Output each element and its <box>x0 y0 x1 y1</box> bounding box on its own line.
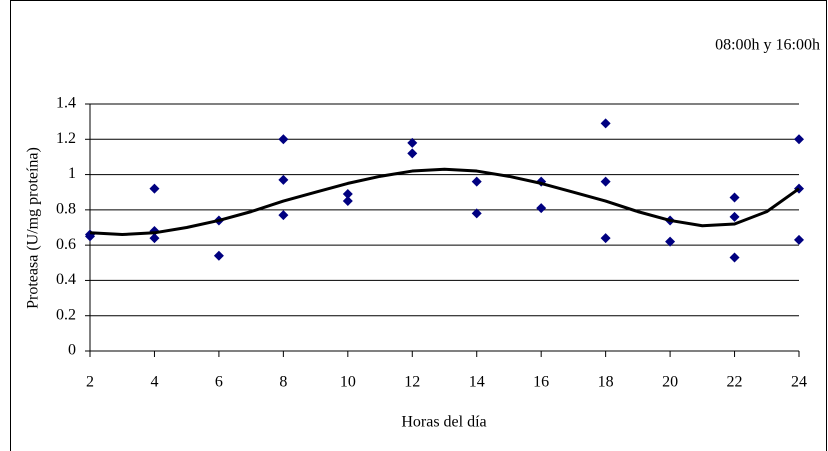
x-tick-label: 10 <box>340 374 356 391</box>
y-tick-label: 0 <box>68 342 76 359</box>
annotation: 08:00h y 16:00h <box>715 37 820 54</box>
data-point <box>471 208 482 219</box>
data-point <box>536 203 547 214</box>
data-point <box>729 192 740 203</box>
x-tick-label: 4 <box>150 374 158 391</box>
trend-line <box>89 167 800 237</box>
data-point <box>278 174 289 185</box>
y-axis-label: Proteasa (U/mg proteína) <box>25 147 42 309</box>
data-point <box>794 234 804 245</box>
data-point <box>407 137 418 148</box>
data-point <box>278 134 289 145</box>
y-tick-label: 1.2 <box>56 130 76 147</box>
y-tick-label: 1.4 <box>56 95 76 112</box>
x-tick-label: 6 <box>215 374 223 391</box>
data-point <box>665 236 676 247</box>
y-tick-label: 0.8 <box>56 201 76 218</box>
data-point <box>407 148 418 159</box>
data-point <box>471 176 482 187</box>
data-point <box>213 250 224 261</box>
data-point <box>600 233 611 244</box>
data-point <box>729 252 740 263</box>
data-point <box>729 211 740 222</box>
data-point <box>794 134 804 145</box>
x-tick-label: 8 <box>279 374 287 391</box>
x-tick-label: 18 <box>598 374 614 391</box>
x-tick-label: 16 <box>533 374 549 391</box>
x-tick-label: 14 <box>469 374 485 391</box>
data-point <box>342 196 353 207</box>
data-point <box>600 176 611 187</box>
x-tick-label: 2 <box>86 374 94 391</box>
x-tick-label: 20 <box>662 374 678 391</box>
y-tick-label: 0.2 <box>56 306 76 323</box>
x-tick-label: 22 <box>727 374 743 391</box>
data-point <box>149 233 160 244</box>
data-point <box>149 183 160 194</box>
data-point <box>600 118 611 129</box>
x-tick-label: 24 <box>791 374 807 391</box>
y-tick-label: 0.6 <box>56 236 76 253</box>
y-tick-label: 1 <box>68 165 76 182</box>
x-axis-label: Horas del día <box>401 414 486 431</box>
chart-border <box>10 0 827 451</box>
x-tick-label: 12 <box>404 374 420 391</box>
y-tick-label: 0.4 <box>56 271 76 288</box>
data-point <box>342 188 353 199</box>
data-point <box>278 210 289 221</box>
